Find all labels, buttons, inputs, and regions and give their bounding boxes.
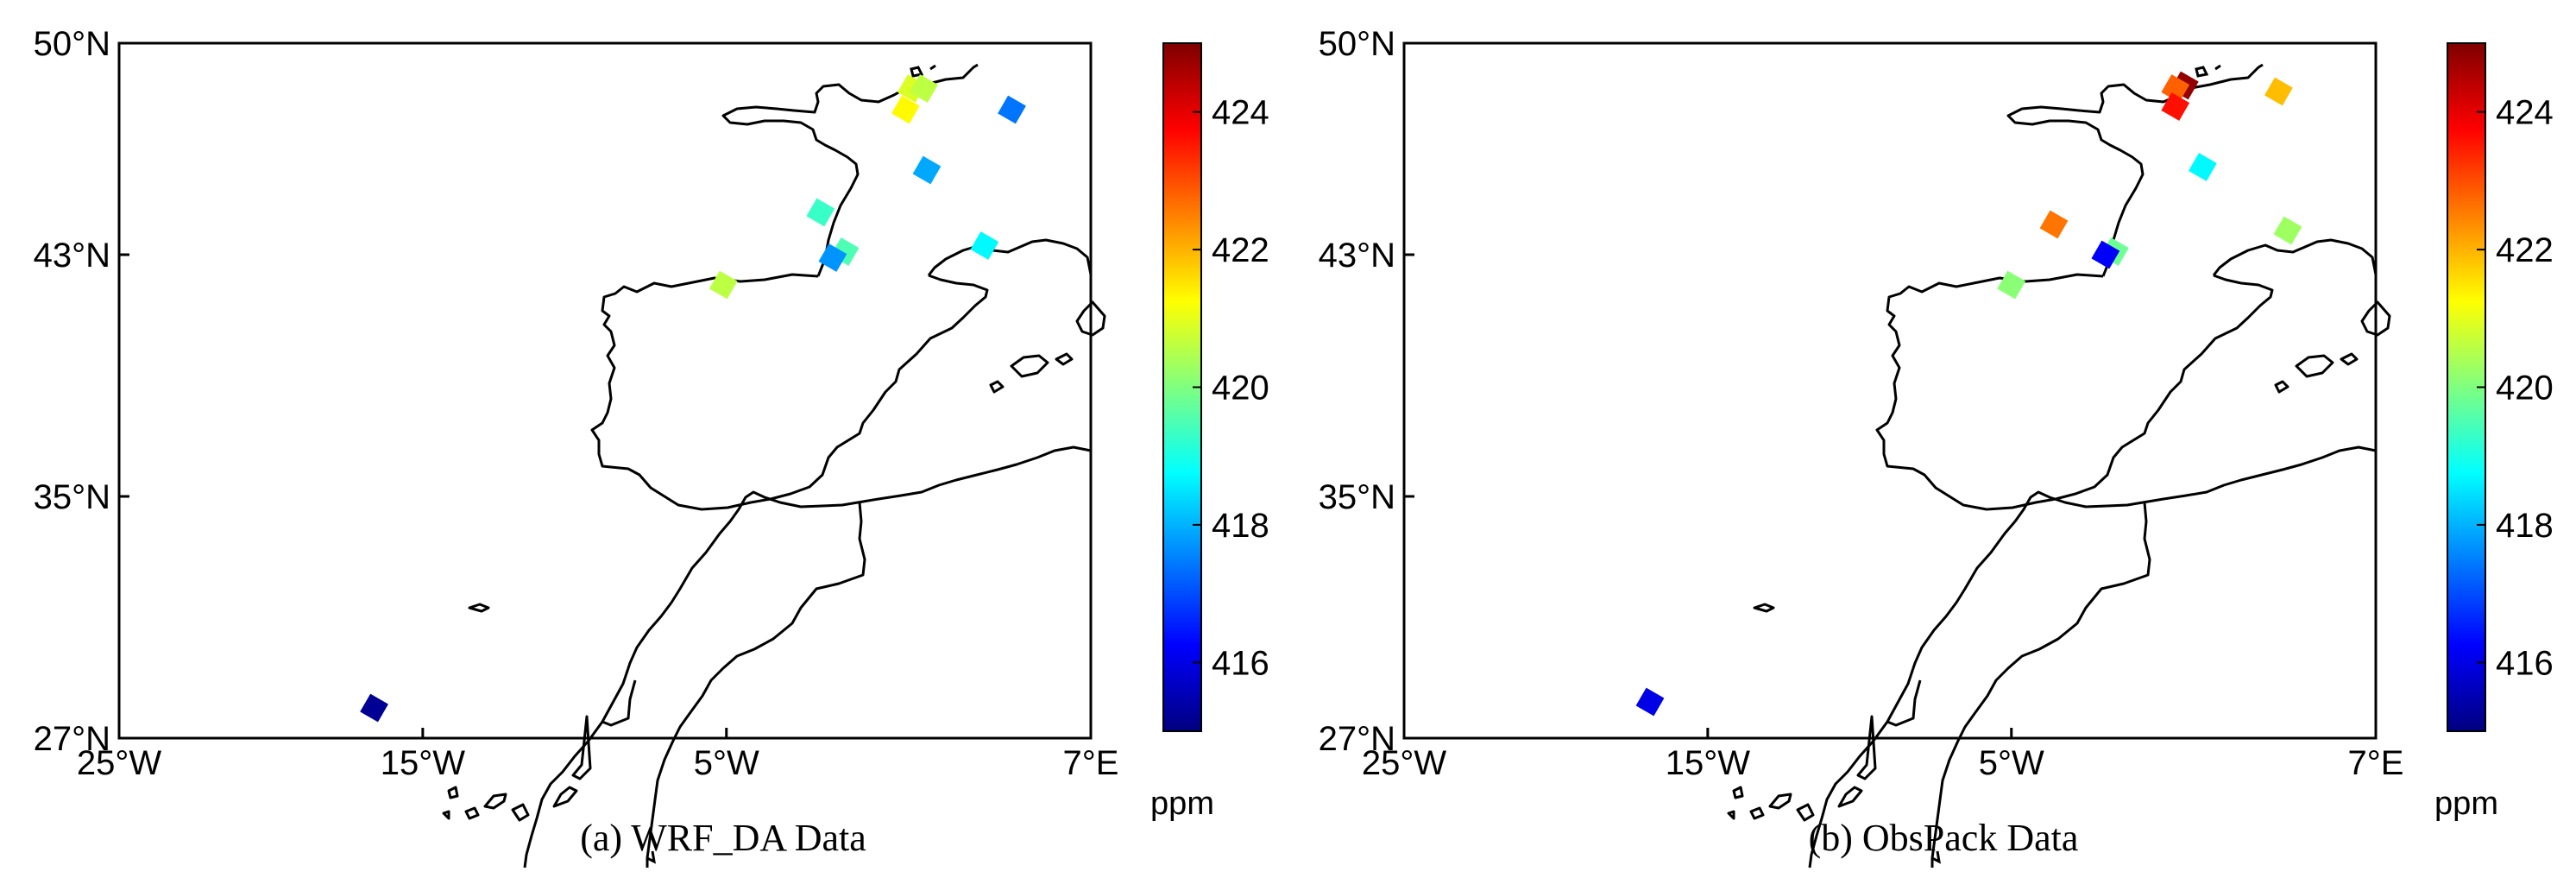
lon-tick-label: 25°W (1362, 744, 1446, 782)
station-markers-a (360, 74, 1026, 723)
station-marker (2264, 77, 2293, 106)
lat-tick-label: 27°N (1319, 720, 1395, 758)
lon-tick-labels-b: 25°W 15°W 5°W 7°E (1362, 728, 2404, 782)
station-marker (2039, 210, 2069, 239)
lon-tick-label: 7°E (1063, 744, 1119, 782)
lat-tick-labels-a: 27°N 35°N 43°N 50°N (34, 25, 129, 758)
map-panel-a: 27°N 35°N 43°N 50°N 25°W 15°W 5°W 7°E (34, 25, 1119, 869)
colorbar-tick-label: 422 (1212, 231, 1269, 269)
lat-tick-label: 50°N (1319, 25, 1395, 63)
station-marker (2161, 92, 2190, 121)
colorbar-a: 416 418 420 422 424 ppm (1150, 42, 1269, 822)
station-marker (360, 693, 388, 723)
lon-tick-labels-a: 25°W 15°W 5°W 7°E (77, 728, 1119, 782)
colorbar-tick-label: 416 (1212, 644, 1269, 682)
station-marker (970, 231, 999, 260)
station-marker (912, 155, 942, 185)
station-marker (806, 198, 835, 227)
colorbar-b: 416 418 420 422 424 ppm (2434, 42, 2554, 822)
lat-tick-label: 50°N (34, 25, 110, 63)
station-marker (2273, 216, 2302, 245)
station-marker (1997, 270, 2026, 300)
lon-tick-label: 7°E (2348, 744, 2404, 782)
map-frame-a (117, 41, 1093, 740)
lat-tick-label: 43°N (34, 237, 110, 275)
station-marker (2091, 240, 2120, 269)
colorbar-tick-label: 424 (2496, 94, 2554, 132)
colorbar-ticks-a: 416 418 420 422 424 (1193, 94, 1269, 682)
lat-tick-label: 35°N (1319, 478, 1395, 516)
lat-tick-label: 27°N (34, 720, 110, 758)
lon-tick-label: 15°W (381, 744, 465, 782)
colorbar-tick-label: 416 (2496, 644, 2554, 682)
station-marker (910, 74, 938, 103)
colorbar-tick-label: 418 (1212, 507, 1269, 545)
colorbar-tick-label: 422 (2496, 231, 2554, 269)
station-markers-b (1635, 71, 2302, 717)
colorbar-tick-label: 424 (1212, 94, 1269, 132)
lon-tick-label: 5°W (1979, 744, 2044, 782)
lat-tick-label: 35°N (34, 478, 110, 516)
panel-caption-b: (b) ObsPack Data (1809, 817, 2079, 859)
station-marker (709, 270, 738, 300)
station-marker (2189, 153, 2217, 181)
colorbar-ticks-b: 416 418 420 422 424 (2477, 94, 2554, 682)
station-marker (1635, 687, 1665, 717)
panel-caption-a: (a) WRF_DA Data (580, 817, 866, 859)
lon-tick-label: 15°W (1666, 744, 1750, 782)
lat-tick-labels-b: 27°N 35°N 43°N 50°N (1319, 25, 1414, 758)
colorbar-tick-label: 418 (2496, 507, 2554, 545)
map-panel-b: 27°N 35°N 43°N 50°N 25°W 15°W 5°W 7°E (1319, 25, 2404, 869)
station-marker (2161, 74, 2190, 103)
colorbar-unit-a: ppm (1150, 786, 1214, 822)
colorbar-unit-b: ppm (2434, 786, 2498, 822)
station-marker (998, 95, 1026, 124)
lon-tick-label: 5°W (694, 744, 759, 782)
lat-tick-label: 43°N (1319, 237, 1395, 275)
lon-tick-label: 25°W (77, 744, 161, 782)
station-marker (891, 95, 920, 124)
map-frame-b (1402, 41, 2378, 740)
colorbar-tick-label: 420 (1212, 370, 1269, 407)
station-marker (818, 243, 847, 272)
colorbar-tick-label: 420 (2496, 370, 2554, 407)
